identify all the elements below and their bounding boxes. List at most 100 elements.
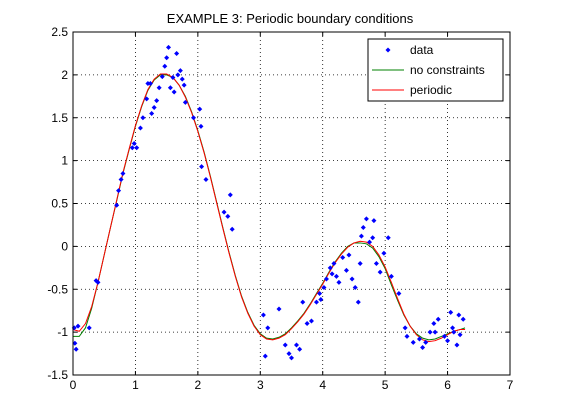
data-point xyxy=(159,74,165,80)
data-point xyxy=(451,329,457,335)
y-axis-ticks: -1.5 -1 -0.5 0 0.5 1 1.5 2 2.5 xyxy=(47,25,510,382)
data-point xyxy=(286,351,292,357)
data-point xyxy=(346,252,352,258)
data-point xyxy=(416,336,422,342)
data-point xyxy=(308,318,314,324)
data-point xyxy=(448,309,454,315)
legend-marker-data xyxy=(385,47,391,53)
data-point xyxy=(137,125,143,131)
data-point xyxy=(318,297,324,303)
data-point xyxy=(164,55,170,61)
data-point xyxy=(149,110,155,116)
x-tick-label: 5 xyxy=(382,378,389,392)
data-point xyxy=(289,355,294,361)
data-point xyxy=(167,85,173,91)
y-tick-label: -1 xyxy=(57,325,68,339)
data-point xyxy=(441,333,447,339)
data-point xyxy=(427,329,433,335)
data-point xyxy=(460,316,466,322)
x-tick-label: 3 xyxy=(257,378,264,392)
data-point xyxy=(317,291,323,297)
data-point xyxy=(420,345,426,351)
data-point xyxy=(114,202,120,208)
data-point xyxy=(355,299,361,305)
data-point xyxy=(73,346,79,352)
data-point xyxy=(336,279,342,285)
data-point xyxy=(313,299,319,305)
data-point xyxy=(423,339,429,345)
series-layer xyxy=(71,44,466,361)
data-point xyxy=(221,209,227,215)
x-tick-label: 1 xyxy=(132,378,139,392)
data-point xyxy=(445,338,451,344)
data-point xyxy=(367,239,373,245)
data-point xyxy=(262,353,268,359)
y-tick-label: 0 xyxy=(61,239,68,253)
data-point xyxy=(175,72,181,78)
data-point xyxy=(340,255,346,261)
data-point xyxy=(86,325,92,331)
data-point xyxy=(179,76,185,82)
data-point xyxy=(166,44,172,50)
data-point xyxy=(229,226,235,232)
data-point xyxy=(116,188,122,194)
data-point xyxy=(95,279,101,285)
data-point xyxy=(432,329,438,335)
data-point xyxy=(352,285,358,291)
data-point xyxy=(381,250,387,256)
data-point xyxy=(75,323,81,329)
data-point xyxy=(162,63,168,69)
data-point xyxy=(370,235,376,241)
data-point xyxy=(129,145,135,151)
data-point xyxy=(396,291,402,297)
data-point xyxy=(174,50,180,56)
data-point xyxy=(134,145,140,151)
x-tick-label: 2 xyxy=(195,378,202,392)
data-point xyxy=(457,332,463,338)
data-point xyxy=(385,235,391,241)
data-point xyxy=(333,273,339,279)
legend-label-data: data xyxy=(410,43,434,57)
data-point xyxy=(203,176,209,182)
data-point xyxy=(72,340,78,346)
data-point xyxy=(227,192,233,198)
data-point xyxy=(120,170,126,176)
data-point xyxy=(454,342,460,348)
data-point xyxy=(343,267,349,273)
data-point xyxy=(300,299,306,305)
series-line-periodic xyxy=(72,73,466,343)
data-point xyxy=(357,261,363,267)
data-point xyxy=(456,312,462,318)
data-point xyxy=(402,325,408,331)
y-tick-label: 1 xyxy=(61,154,68,168)
y-tick-label: -1.5 xyxy=(47,368,68,382)
chart-title: EXAMPLE 3: Periodic boundary conditions xyxy=(167,11,414,26)
data-point xyxy=(156,85,162,91)
data-point xyxy=(293,342,299,348)
data-point xyxy=(410,339,416,345)
data-point xyxy=(118,176,124,182)
y-tick-label: 0.5 xyxy=(51,197,68,211)
x-tick-label: 0 xyxy=(70,378,77,392)
data-point xyxy=(225,213,231,219)
data-point xyxy=(358,233,364,239)
data-point xyxy=(197,106,203,112)
data-point xyxy=(170,74,176,80)
legend-entries: data no constraints periodic xyxy=(372,43,485,97)
data-point xyxy=(329,271,335,277)
data-point xyxy=(171,89,177,95)
x-tick-label: 4 xyxy=(319,378,326,392)
x-tick-label: 6 xyxy=(444,378,451,392)
x-tick-label: 7 xyxy=(507,378,514,392)
data-point xyxy=(331,261,337,267)
legend-label-no-constraints: no constraints xyxy=(410,63,485,77)
data-point xyxy=(327,265,333,271)
data-point xyxy=(304,321,310,327)
data-point xyxy=(182,99,188,105)
y-tick-label: 2.5 xyxy=(51,25,68,39)
data-point xyxy=(177,68,183,74)
data-point xyxy=(199,164,205,170)
data-point xyxy=(282,342,288,348)
